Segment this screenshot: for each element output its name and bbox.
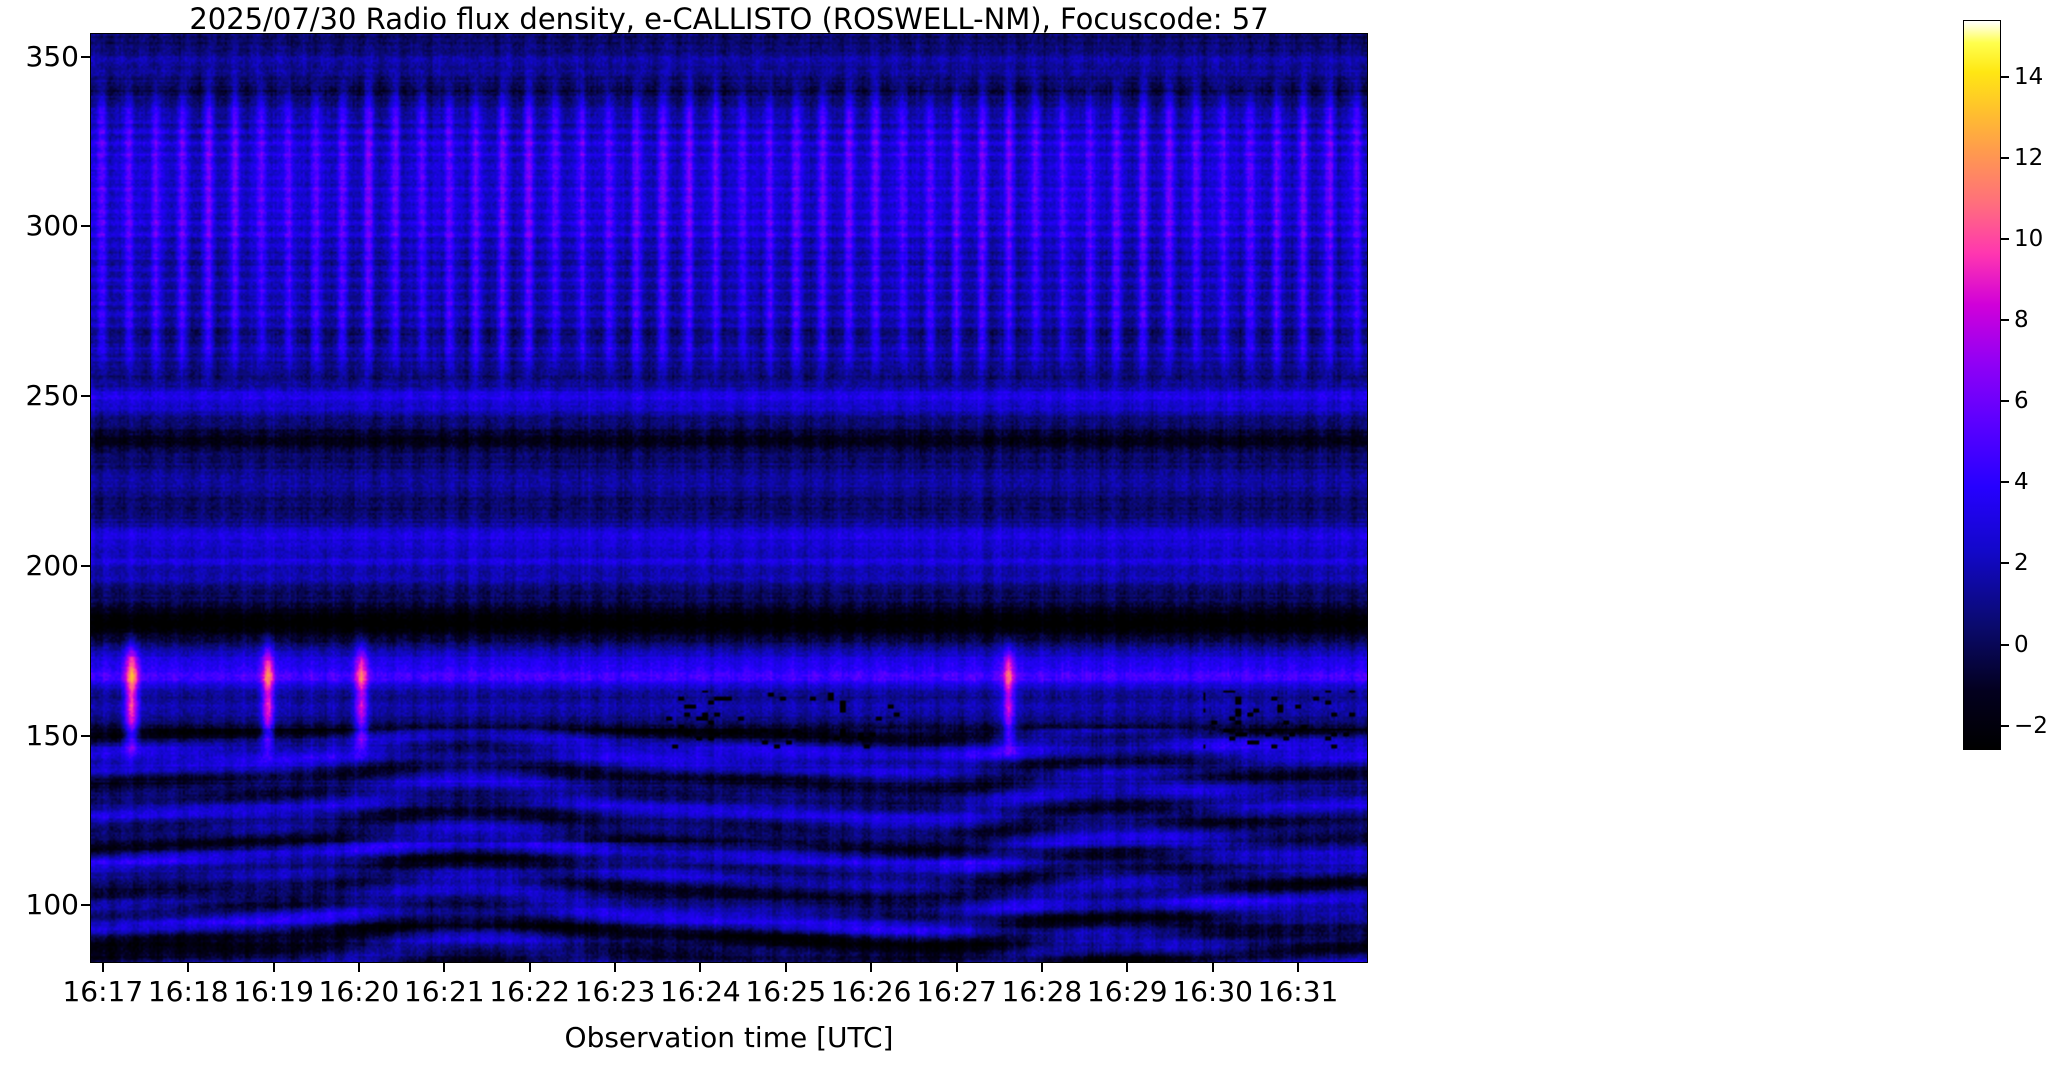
colorbar-tick-mark <box>2001 724 2009 727</box>
colorbar-tick-label: 12 <box>2014 144 2044 171</box>
y-axis-tick-label: 100 <box>25 888 79 922</box>
x-axis-tick-label: 16:26 <box>830 975 912 1008</box>
colorbar: −2 0 2 4 6 8 10 12 14 <box>1963 20 2048 750</box>
x-axis-tick-label: 16:29 <box>1086 975 1168 1008</box>
colorbar-tick-label: 8 <box>2014 307 2029 334</box>
x-axis-tick-label: 16:23 <box>574 975 656 1008</box>
colorbar-tick-mark <box>2001 562 2009 565</box>
x-axis-tick-mark <box>187 963 190 972</box>
x-axis-tick-label: 16:18 <box>147 975 229 1008</box>
y-axis-tick-label: 300 <box>25 209 79 243</box>
colorbar-tick-mark <box>2001 643 2009 646</box>
x-axis-tick-mark <box>1126 963 1129 972</box>
y-axis-tick-label: 350 <box>25 39 79 73</box>
x-axis-tick-mark <box>528 963 531 972</box>
page-title: 2025/07/30 Radio flux density, e-CALLIST… <box>189 2 1269 36</box>
x-axis-tick-mark <box>784 963 787 972</box>
x-axis-tick-mark <box>614 963 617 972</box>
x-axis-tick-label: 16:27 <box>916 975 997 1008</box>
y-axis-tick-label: 150 <box>25 718 79 752</box>
colorbar-tick-mark <box>2001 400 2009 403</box>
spectrogram-image <box>91 34 1367 962</box>
colorbar-gradient <box>1963 20 2001 750</box>
colorbar-tick-label: 4 <box>2014 469 2029 496</box>
colorbar-tick-mark <box>2001 238 2009 240</box>
y-axis-tick-mark <box>81 734 90 737</box>
y-axis-tick-mark <box>81 55 90 58</box>
x-axis-tick-label: 16:22 <box>489 975 570 1008</box>
y-axis-tick-label: 250 <box>25 379 79 413</box>
x-axis-tick-mark <box>443 963 446 972</box>
x-axis-label: Observation time [UTC] <box>564 1021 894 1054</box>
y-axis-tick-mark <box>81 564 90 567</box>
x-axis-tick-label: 16:21 <box>403 975 485 1008</box>
x-axis-tick-mark <box>1296 963 1299 972</box>
y-axis-tick-mark <box>81 904 90 907</box>
colorbar-tick-label: 2 <box>2014 550 2029 577</box>
colorbar-tick-label: 0 <box>2014 631 2029 658</box>
x-axis-tick-label: 16:24 <box>660 975 741 1008</box>
x-axis-tick-mark <box>1040 963 1043 972</box>
colorbar-tick-label: −2 <box>2014 712 2048 739</box>
y-axis-tick-mark <box>81 225 90 228</box>
spectrogram-plot-area <box>90 33 1368 963</box>
y-axis-tick-label: 200 <box>25 548 79 582</box>
x-axis-tick-mark <box>870 963 873 972</box>
x-axis-tick-mark <box>101 963 104 972</box>
x-axis-tick-label: 16:19 <box>233 975 314 1008</box>
colorbar-tick-mark <box>2001 481 2009 484</box>
x-axis-tick-mark <box>699 963 702 972</box>
x-axis-tick-label: 16:25 <box>745 975 827 1008</box>
x-axis-tick-label: 16:30 <box>1172 975 1253 1008</box>
colorbar-tick-mark <box>2001 75 2009 78</box>
x-axis-tick-mark <box>272 963 275 972</box>
x-axis-tick-label: 16:17 <box>62 975 144 1008</box>
x-axis-tick-label: 16:20 <box>318 975 400 1008</box>
x-axis-tick-label: 16:31 <box>1257 975 1339 1008</box>
x-axis-tick-mark <box>357 963 360 972</box>
y-axis-tick-mark <box>81 395 90 398</box>
colorbar-tick-label: 14 <box>2014 63 2044 90</box>
x-axis-tick-mark <box>1211 963 1214 972</box>
x-axis-tick-mark <box>955 963 958 972</box>
colorbar-tick-mark <box>2001 319 2009 322</box>
colorbar-tick-label: 10 <box>2014 226 2044 252</box>
colorbar-tick-mark <box>2001 156 2009 159</box>
colorbar-tick-label: 6 <box>2014 388 2029 415</box>
x-axis-tick-label: 16:28 <box>1001 975 1083 1008</box>
